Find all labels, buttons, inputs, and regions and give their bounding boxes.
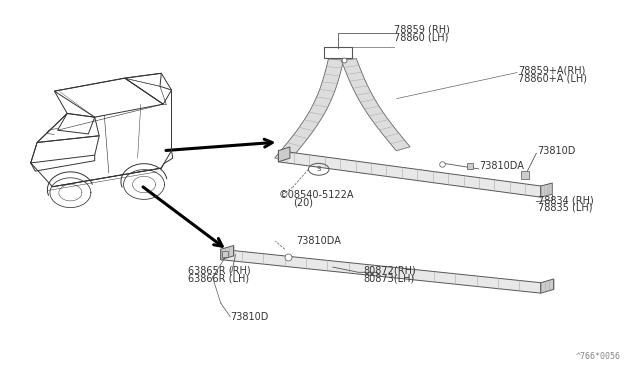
Polygon shape (278, 151, 541, 197)
Text: 80873(LH): 80873(LH) (364, 273, 415, 283)
Text: S: S (317, 166, 321, 172)
Text: 80872(RH): 80872(RH) (364, 266, 416, 276)
Polygon shape (221, 249, 541, 293)
Text: (20): (20) (293, 198, 313, 208)
Polygon shape (275, 59, 344, 162)
Text: 78860 (LH): 78860 (LH) (394, 32, 448, 42)
Text: 73810D: 73810D (538, 146, 576, 155)
Polygon shape (541, 279, 554, 293)
Polygon shape (341, 58, 410, 151)
Text: 78859+A(RH): 78859+A(RH) (518, 66, 586, 76)
Text: ©08540-5122A: ©08540-5122A (279, 190, 355, 200)
Text: 78860+A (LH): 78860+A (LH) (518, 73, 588, 83)
Text: 73810DA: 73810DA (479, 161, 524, 170)
Polygon shape (221, 246, 234, 260)
Text: 73810DA: 73810DA (296, 236, 341, 246)
Text: ^766*0056: ^766*0056 (576, 352, 621, 361)
Text: 73810D: 73810D (230, 312, 269, 322)
Text: 63866R (LH): 63866R (LH) (188, 273, 250, 283)
Text: 78834 (RH): 78834 (RH) (538, 195, 593, 205)
Text: 78835 (LH): 78835 (LH) (538, 203, 592, 212)
Polygon shape (278, 147, 290, 162)
Text: 78859 (RH): 78859 (RH) (394, 25, 449, 35)
Polygon shape (541, 183, 552, 197)
Text: 63865R (RH): 63865R (RH) (188, 266, 251, 276)
